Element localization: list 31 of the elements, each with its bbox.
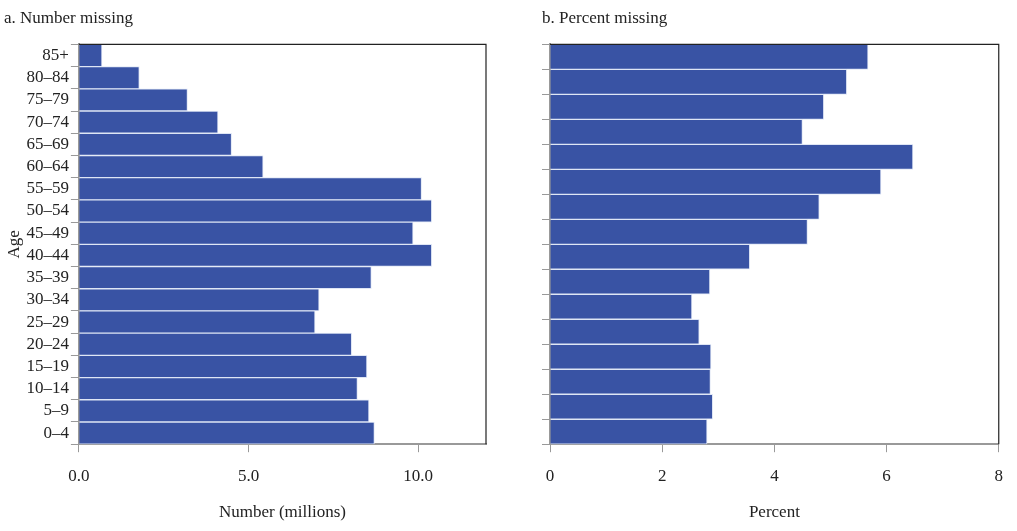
chart-title: b. Percent missing [542, 7, 668, 27]
y-tick-label: 0–4 [43, 422, 70, 442]
y-tick-label: 5–9 [43, 400, 69, 420]
y-tick-label: 40–44 [26, 244, 70, 264]
x-tick-label: 0.0 [68, 465, 90, 485]
y-axis-title: Age [3, 230, 23, 259]
x-tick-label: 0 [545, 465, 555, 485]
x-tick-label: 4 [770, 465, 780, 485]
y-tick-label: 60–64 [26, 156, 70, 176]
x-tick-label: 2 [657, 465, 667, 485]
x-tick-label: 8 [994, 465, 1003, 485]
y-tick-label: 15–19 [26, 355, 69, 375]
y-tick-label: 10–14 [26, 378, 70, 398]
y-tick-label: 20–24 [26, 333, 70, 353]
y-tick-label: 80–84 [26, 67, 70, 87]
y-tick-label: 75–79 [26, 89, 69, 109]
y-tick-label: 50–54 [26, 200, 70, 220]
y-tick-label: 85+ [42, 44, 69, 64]
x-tick-label: 6 [882, 465, 891, 485]
y-tick-label: 30–34 [26, 289, 70, 309]
y-tick-label: 70–74 [26, 111, 70, 131]
x-axis-title: Number (millions) [218, 502, 346, 522]
y-tick-label: 45–49 [26, 222, 69, 242]
y-tick-label: 25–29 [26, 311, 69, 331]
x-axis-title: Percent [748, 502, 801, 522]
x-tick-label: 5.0 [237, 465, 260, 485]
y-tick-label: 65–69 [26, 133, 69, 153]
chart-title: a. Number missing [4, 7, 134, 27]
y-tick-label: 35–39 [26, 267, 69, 287]
x-tick-label: 10.0 [403, 465, 434, 485]
y-tick-label: 55–59 [26, 178, 69, 198]
